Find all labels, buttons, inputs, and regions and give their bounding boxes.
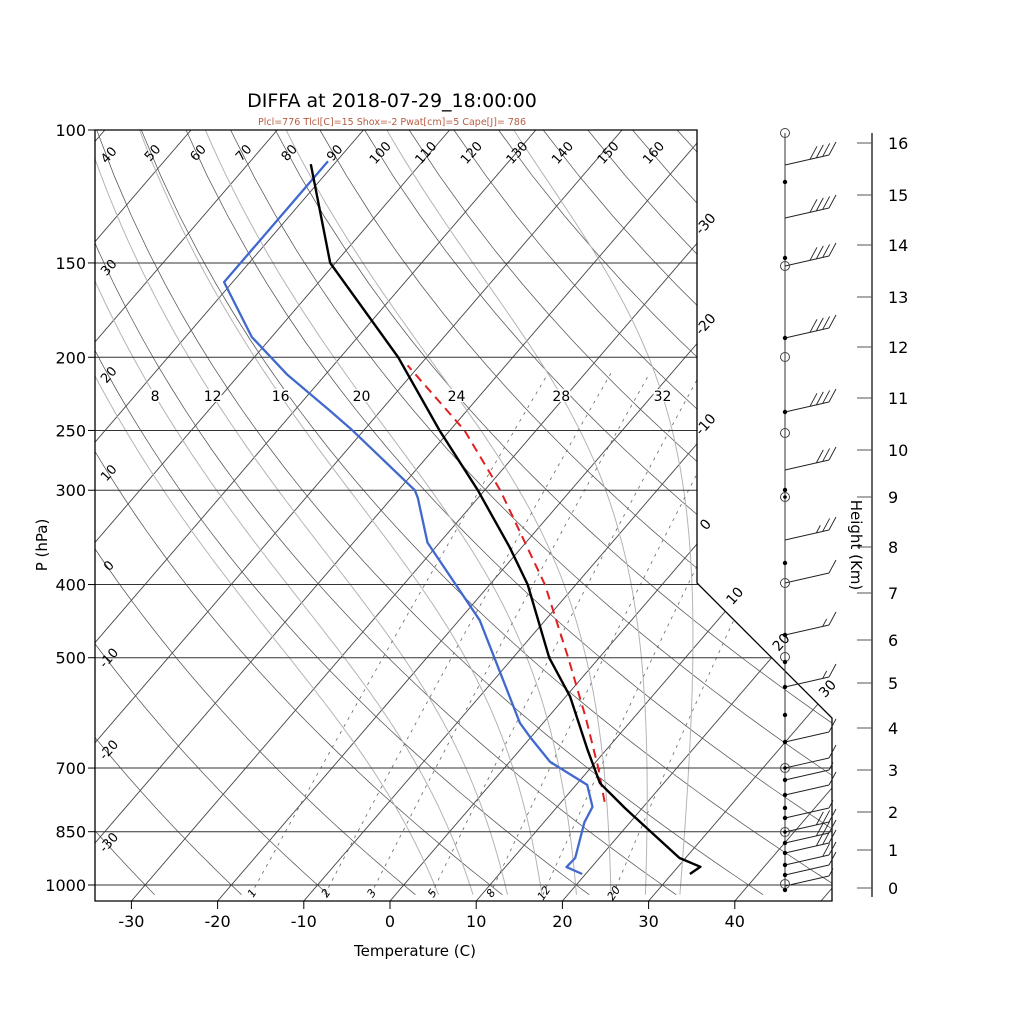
- height-tick-label: 10: [888, 441, 908, 460]
- dry-adiabat-label-left: -20: [97, 738, 122, 764]
- pressure-tick-label: 1000: [45, 876, 86, 895]
- x-tick-label: 40: [725, 912, 745, 931]
- dry-adiabat-label-left: 10: [98, 462, 120, 484]
- mixing-ratio-lines: [250, 373, 832, 895]
- height-tick-label: 1: [888, 841, 898, 860]
- height-tick-label: 12: [888, 338, 908, 357]
- x-tick-label: -10: [291, 912, 317, 931]
- pressure-tick-label: 100: [55, 121, 86, 140]
- pressure-tick-label: 850: [55, 823, 86, 842]
- dry-adiabat-label-left: 20: [98, 364, 120, 386]
- pressure-tick-label: 400: [55, 576, 86, 595]
- moist-adiabat-label: 20: [353, 389, 371, 405]
- height-tick-label: 4: [888, 719, 898, 738]
- x-axis-title: Temperature (C): [353, 942, 476, 960]
- dry-adiabat-label-left: 40: [98, 144, 120, 166]
- pressure-tick-label: 150: [55, 254, 86, 273]
- mixing-ratio-label: 20: [605, 884, 624, 903]
- mixing-ratio-label: 8: [484, 887, 499, 900]
- height-tick-label: 8: [888, 538, 898, 557]
- x-tick-label: -20: [205, 912, 231, 931]
- y-axis-title-right: Height (Km): [847, 500, 865, 591]
- height-tick-label: 2: [888, 803, 898, 822]
- dry-adiabat-label-top: 110: [413, 139, 441, 167]
- mixing-ratio-label: 1: [245, 887, 260, 900]
- moist-adiabat-label: 16: [272, 389, 290, 405]
- dry-adiabat-label-left: -30: [97, 830, 122, 856]
- mixing-ratio-label: 12: [535, 884, 554, 903]
- chart-title: DIFFA at 2018-07-29_18:00:00: [247, 90, 537, 112]
- dry-adiabat-label-top: 130: [504, 139, 532, 167]
- dry-adiabat-label-top: 60: [188, 142, 210, 164]
- x-tick-label: 0: [385, 912, 395, 931]
- mixing-ratio-label: 5: [425, 887, 440, 900]
- x-tick-label: 20: [552, 912, 572, 931]
- grid-labels: 50 60 70 80 90 100 110 120 130 140 150 160403020100…: [97, 139, 840, 903]
- isotherm-label-right: 0: [697, 516, 715, 533]
- height-tick-label: 11: [888, 389, 908, 408]
- moist-adiabat-label: 28: [552, 389, 570, 405]
- dewpoint-curve: [222, 160, 594, 876]
- pressure-tick-label: 250: [55, 421, 86, 440]
- dry-adiabat-label-top: 160: [640, 139, 668, 167]
- height-tick-label: 9: [888, 488, 898, 507]
- dry-adiabat-label-top: 80: [279, 142, 301, 164]
- plot-frame: [94, 129, 833, 902]
- temperature-curve: [309, 163, 702, 875]
- x-tick-label: 10: [466, 912, 486, 931]
- moist-adiabat-label: 8: [151, 389, 160, 405]
- dry-adiabat-label-top: 70: [233, 142, 255, 164]
- mixing-ratio-label: 3: [364, 887, 379, 900]
- pressure-tick-label: 500: [55, 649, 86, 668]
- wind-barbs: [780, 128, 837, 893]
- pressure-tick-label: 700: [55, 759, 86, 778]
- isotherm-label-diagonal: 10: [723, 584, 747, 608]
- height-tick-label: 7: [888, 584, 898, 603]
- x-tick-label: 30: [638, 912, 658, 931]
- dry-adiabat-label-left: 0: [101, 558, 118, 574]
- height-tick-label: 14: [888, 236, 908, 255]
- height-tick-label: 5: [888, 674, 898, 693]
- height-tick-label: 16: [888, 134, 908, 153]
- dry-adiabat-label-top: 100: [367, 139, 395, 167]
- pressure-tick-label: 200: [55, 348, 86, 367]
- parcel-curve: [406, 364, 606, 802]
- height-tick-label: 3: [888, 761, 898, 780]
- dry-adiabat-label-top: 120: [458, 139, 486, 167]
- dry-adiabat-label-left: -10: [97, 646, 122, 672]
- height-tick-label: 15: [888, 186, 908, 205]
- height-tick-label: 0: [888, 879, 898, 898]
- pressure-tick-label: 300: [55, 481, 86, 500]
- moist-adiabat-label: 32: [654, 389, 672, 405]
- y-axis-title-left: P (hPa): [33, 519, 51, 572]
- moist-adiabats: [95, 130, 694, 895]
- pressure-lines: [95, 130, 832, 886]
- mixing-ratio-label: 2: [319, 887, 334, 900]
- height-tick-label: 6: [888, 631, 898, 650]
- moist-adiabat-label: 12: [204, 389, 222, 405]
- isotherm-label-diagonal: 30: [816, 677, 840, 701]
- dry-adiabat-label-left: 30: [98, 257, 120, 279]
- x-tick-label: -30: [118, 912, 144, 931]
- sounding-curves: [222, 160, 702, 876]
- chart-subtitle: Plcl=776 Tlcl[C]=15 Shox=-2 Pwat[cm]=5 C…: [258, 117, 526, 128]
- moist-adiabat-label: 24: [448, 389, 466, 405]
- height-tick-label: 13: [888, 288, 908, 307]
